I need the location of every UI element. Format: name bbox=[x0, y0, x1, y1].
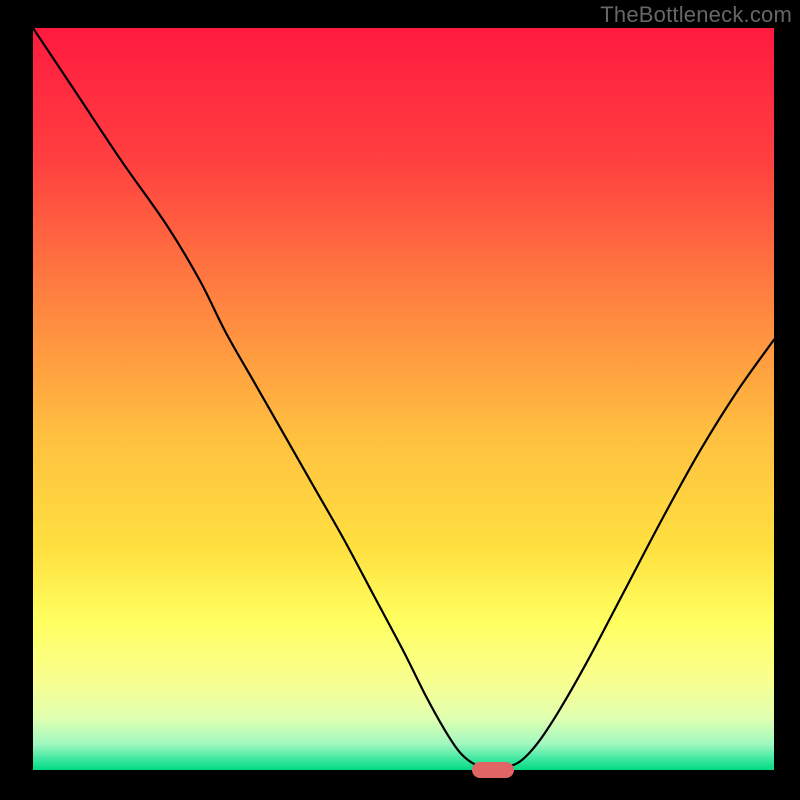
chart-container: TheBottleneck.com bbox=[0, 0, 800, 800]
plot-area bbox=[33, 28, 774, 770]
optimal-marker bbox=[472, 762, 514, 778]
watermark-text: TheBottleneck.com bbox=[600, 2, 792, 28]
